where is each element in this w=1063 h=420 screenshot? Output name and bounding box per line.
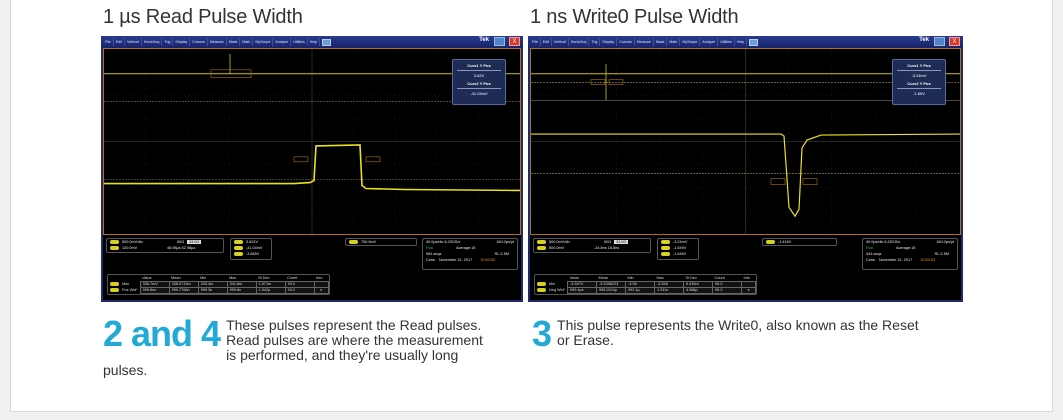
waveform-graticule: Curs1 Y Pos 3.62V Curs2 Y Pos -41.04mV (103, 48, 521, 235)
cursor-readout: Curs1 Y Pos 3.62V Curs2 Y Pos -41.04mV (452, 59, 506, 105)
table-header: Mean (598, 275, 609, 280)
menu-item[interactable]: Help (735, 38, 748, 46)
menu-item[interactable]: Utilities (291, 38, 308, 46)
dropdown-icon[interactable] (749, 38, 759, 46)
oscilloscope-screenshot: File Edit Vertical Horiz/Acq Trig Display Curs… (101, 36, 523, 302)
table-header: Min (627, 275, 634, 280)
menu-item[interactable]: Cursors (617, 38, 635, 46)
menu-item[interactable]: Edit (541, 38, 552, 46)
table-cell: 999.8ns (139, 286, 170, 294)
panel-title: 1 ns Write0 Pulse Width (530, 6, 739, 28)
minimize-button[interactable] (494, 37, 505, 46)
menu-item[interactable]: Vertical (125, 38, 142, 46)
trigger-readout: -1.416V (762, 238, 837, 246)
menu-item[interactable]: Edit (114, 38, 125, 46)
oscilloscope-screenshot: File Edit Vertical Horiz/Acq Trig Display Curs… (528, 36, 963, 302)
panel-description: 2 and 4 These pulses represent the Read p… (103, 313, 483, 378)
table-header: St Dev (685, 275, 697, 280)
table-cell: 999.7768n (168, 286, 199, 294)
dropdown-icon[interactable] (322, 38, 332, 46)
readout-panel: 500.0mV/div 50Ω 33.0G 500.0mV -24.8ns 16.8n… (530, 235, 961, 300)
menu-item[interactable]: Cursors (190, 38, 208, 46)
menu-item[interactable]: Display (173, 38, 191, 46)
pulse-number: 2 and 4 (103, 313, 221, 354)
readout-panel: 500.0mV/div 50Ω 33.0G 120.0mV 46.98µs 52.98… (103, 235, 521, 300)
menu-item[interactable]: Trig (162, 38, 174, 46)
acquisition-readout: 40.0ps/div 6.25GS/s 160.0ps/pt Run Average… (862, 238, 958, 270)
table-header: Value (569, 275, 579, 280)
menu-item[interactable]: Math (240, 38, 254, 46)
table-header: Count (287, 275, 298, 280)
close-button[interactable]: X (509, 37, 520, 46)
table-header: St Dev (258, 275, 270, 280)
table-cell: 995.0224p (596, 286, 627, 294)
table-cell: 1.011n (654, 286, 685, 294)
table-header: Count (714, 275, 725, 280)
menu-item[interactable]: Mask (227, 38, 241, 46)
menu-item[interactable]: Analyze (273, 38, 292, 46)
menu-bar: File Edit Vertical Horiz/Acq Trig Display Curs… (528, 36, 963, 48)
table-header: Info (743, 275, 750, 280)
table-header: Max (656, 275, 664, 280)
menu-item[interactable]: File (103, 38, 114, 46)
cursor-values: 3.624V -41.04mV -3.665V (230, 238, 272, 260)
menu-item[interactable]: Math (667, 38, 681, 46)
tek-logo: Tek (919, 37, 929, 43)
table-cell: 999.8n (226, 286, 257, 294)
close-button[interactable]: X (949, 37, 960, 46)
menu-item[interactable]: MyScope (253, 38, 274, 46)
waveform-plot (104, 49, 520, 234)
trigger-readout: 750.0mV (345, 238, 417, 246)
table-cell: 95.0 (712, 286, 743, 294)
cursor-readout: Curs1 Y Pos -3.24mV Curs2 Y Pos -1.65V (892, 59, 946, 105)
channel-readout: 500.0mV/div 50Ω 33.0G 120.0mV 46.98µs 52.98… (106, 238, 224, 253)
table-cell: 999.4ps (567, 286, 598, 294)
table-cell: 999.3n (197, 286, 228, 294)
table-cell: 93.0 (284, 286, 315, 294)
menu-item[interactable]: Mask (654, 38, 668, 46)
menu-item[interactable]: MyScope (680, 38, 701, 46)
menu-item[interactable]: Trig (589, 38, 601, 46)
menu-item[interactable]: Display (600, 38, 618, 46)
table-header: Value (142, 275, 152, 280)
minimize-button[interactable] (934, 37, 945, 46)
menu-bar: File Edit Vertical Horiz/Acq Trig Display Curs… (101, 36, 523, 48)
menu-item[interactable]: Measure (635, 38, 654, 46)
table-header: Info (316, 275, 323, 280)
menu-item[interactable]: Measure (208, 38, 227, 46)
tek-logo: Tek (479, 37, 489, 43)
menu-item[interactable]: Utilities (718, 38, 735, 46)
acquisition-readout: 40.0µs/div 6.25GS/s 160.0ps/pt Run Average… (422, 238, 518, 270)
table-cell: 1.942p (255, 286, 286, 294)
measurement-table: Value Mean Min Max St Dev Count Info Max 336.7mV… (107, 274, 330, 295)
menu-item[interactable]: Help (308, 38, 321, 46)
channel-readout: 500.0mV/div 50Ω 33.0G 500.0mV -24.8ns 16.8n… (533, 238, 651, 253)
table-header: Mean (171, 275, 181, 280)
table-cell: 992.1p (625, 286, 656, 294)
table-header: Max (229, 275, 237, 280)
table-row: Pos Wid* 999.8ns 999.7768n 999.3n 999.8n 1.94… (108, 286, 329, 294)
waveform-plot (531, 49, 960, 234)
panel-description: 3 This pulse represents the Write0, also … (532, 313, 919, 354)
table-row: Neg Wid* 999.4ps 995.0224p 992.1p 1.011n 4.58… (535, 286, 757, 294)
table-header: Min (200, 275, 207, 280)
menu-item[interactable]: Horiz/Acq (142, 38, 163, 46)
table-cell: 4.586p (683, 286, 714, 294)
measurement-table: Value Mean Min Max St Dev Count Info Min -3.547V… (534, 274, 758, 295)
menu-item[interactable]: Analyze (700, 38, 719, 46)
waveform-graticule: Curs1 Y Pos -3.24mV Curs2 Y Pos -1.65V (530, 48, 961, 235)
panel-title: 1 µs Read Pulse Width (103, 6, 303, 28)
cursor-values: -3.24mV -1.649V -1.646V (657, 238, 699, 260)
menu-item[interactable]: Vertical (552, 38, 569, 46)
menu-item[interactable]: Horiz/Acq (569, 38, 590, 46)
pulse-number: 3 (532, 313, 552, 354)
menu-item[interactable]: File (530, 38, 541, 46)
